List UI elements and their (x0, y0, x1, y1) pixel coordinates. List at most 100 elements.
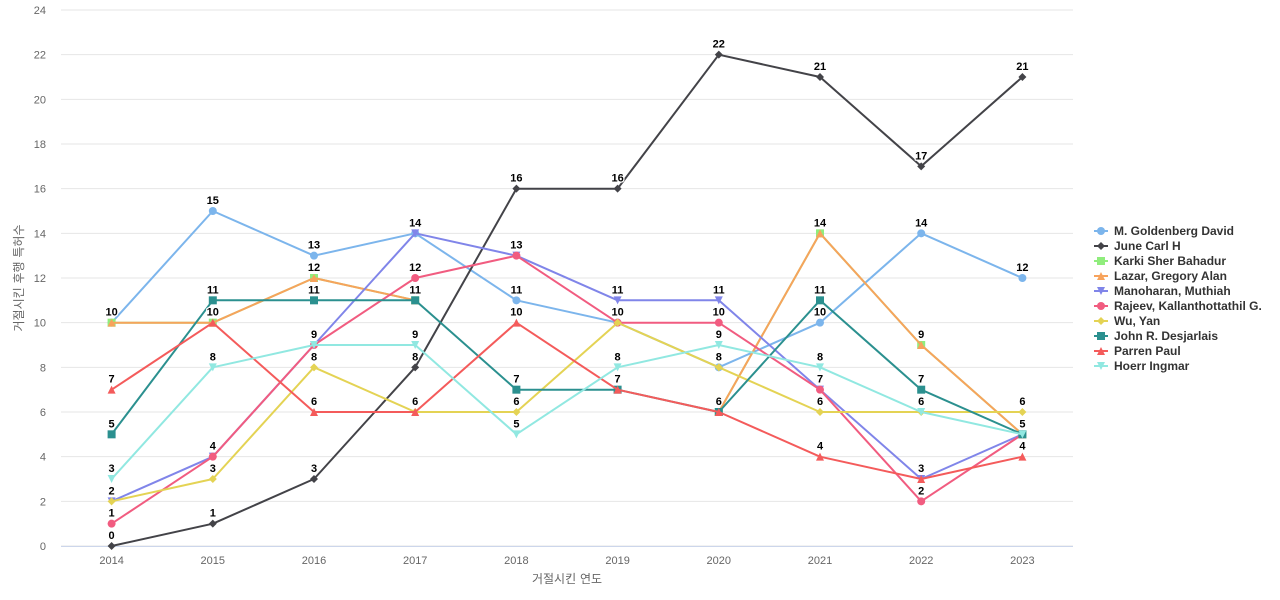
data-point[interactable] (107, 475, 116, 483)
data-point[interactable] (816, 452, 824, 461)
data-point[interactable] (107, 542, 116, 550)
data-point[interactable] (917, 497, 926, 506)
data-label: 6 (817, 396, 823, 408)
data-point[interactable] (208, 296, 217, 305)
data-point[interactable] (310, 408, 318, 416)
data-point[interactable] (310, 296, 318, 305)
legend-symbol[interactable] (1097, 362, 1105, 370)
data-point[interactable] (411, 341, 420, 349)
data-point[interactable] (208, 519, 217, 528)
data-point[interactable] (613, 363, 622, 372)
data-label: 14 (814, 217, 827, 229)
data-point[interactable] (917, 408, 926, 416)
series-line[interactable] (110, 254, 1024, 525)
legend-item[interactable]: M. Goldenberg David (1094, 224, 1234, 238)
data-point[interactable] (917, 229, 926, 238)
data-point[interactable] (1018, 274, 1027, 282)
data-point[interactable] (714, 341, 723, 349)
legend-item[interactable]: Parren Paul (1094, 344, 1181, 358)
data-point[interactable] (107, 430, 116, 439)
data-point[interactable] (411, 408, 420, 416)
data-point[interactable] (411, 274, 420, 282)
data-point[interactable] (816, 229, 824, 238)
data-point[interactable] (107, 318, 116, 327)
data-point[interactable] (411, 229, 420, 238)
data-point[interactable] (512, 296, 521, 305)
data-point[interactable] (1018, 408, 1027, 416)
x-axis-title: 거절시킨 연도 (532, 572, 602, 586)
data-point[interactable] (917, 341, 926, 349)
legend-item[interactable]: John R. Desjarlais (1094, 329, 1218, 343)
legend-symbol[interactable] (1097, 257, 1105, 265)
data-point[interactable] (816, 408, 824, 416)
legend-symbol[interactable] (1097, 242, 1105, 250)
data-point[interactable] (411, 296, 420, 305)
data-point[interactable] (816, 363, 824, 372)
data-point[interactable] (310, 363, 318, 372)
series-lazar-gregory-alan (107, 229, 1027, 439)
series-line[interactable] (110, 210, 1024, 369)
data-point[interactable] (512, 385, 521, 394)
data-point[interactable] (512, 318, 521, 327)
data-point[interactable] (208, 363, 217, 372)
data-point[interactable] (208, 475, 217, 483)
data-point[interactable] (1018, 452, 1027, 461)
data-point[interactable] (714, 363, 723, 372)
data-point[interactable] (310, 475, 318, 483)
series-line[interactable] (110, 53, 1024, 547)
data-point[interactable] (208, 452, 217, 461)
data-point[interactable] (917, 162, 926, 171)
data-point[interactable] (613, 296, 622, 305)
data-point[interactable] (613, 385, 622, 394)
legend-item[interactable]: Lazar, Gregory Alan (1094, 269, 1227, 283)
legend-item[interactable]: Karki Sher Bahadur (1094, 254, 1226, 268)
data-label: 5 (1019, 418, 1025, 430)
legend-symbol[interactable] (1097, 317, 1105, 325)
data-point[interactable] (714, 408, 723, 416)
data-point[interactable] (917, 385, 926, 394)
legend-item[interactable]: Wu, Yan (1094, 314, 1160, 328)
data-point[interactable] (411, 363, 420, 372)
data-point[interactable] (208, 207, 217, 215)
data-point[interactable] (816, 73, 824, 81)
data-point[interactable] (512, 408, 521, 416)
data-label: 10 (814, 307, 826, 319)
data-point[interactable] (208, 318, 217, 327)
data-point[interactable] (310, 251, 318, 260)
legend-symbol[interactable] (1097, 227, 1105, 235)
data-point[interactable] (613, 184, 622, 193)
data-point[interactable] (714, 296, 723, 305)
legend-item[interactable]: Manoharan, Muthiah (1094, 284, 1231, 298)
data-point[interactable] (107, 385, 116, 394)
data-point[interactable] (107, 519, 116, 528)
legend-symbol[interactable] (1097, 272, 1105, 280)
series-line[interactable] (110, 321, 1024, 503)
data-point[interactable] (1018, 430, 1027, 439)
legend-symbol[interactable] (1097, 287, 1105, 295)
series-line[interactable] (110, 344, 1024, 480)
data-point[interactable] (613, 318, 622, 327)
data-point[interactable] (714, 318, 723, 327)
data-point[interactable] (310, 341, 318, 349)
data-point[interactable] (917, 475, 926, 483)
data-point[interactable] (512, 430, 521, 439)
legend-item[interactable]: Rajeev, Kallanthottathil G. (1094, 299, 1262, 313)
legend-symbol[interactable] (1097, 302, 1105, 310)
series-line[interactable] (110, 299, 1024, 436)
data-point[interactable] (1018, 73, 1027, 81)
data-point[interactable] (512, 251, 521, 260)
data-point[interactable] (310, 274, 318, 282)
data-point[interactable] (512, 184, 521, 193)
data-point[interactable] (714, 50, 723, 59)
data-point[interactable] (816, 318, 824, 327)
data-point[interactable] (816, 296, 824, 305)
y-tick-label: 0 (40, 541, 46, 553)
data-label: 15 (207, 195, 219, 207)
legend-item[interactable]: June Carl H (1094, 239, 1181, 253)
data-point[interactable] (107, 497, 116, 506)
data-point[interactable] (816, 385, 824, 394)
series-line[interactable] (110, 321, 1024, 480)
legend-symbol[interactable] (1097, 347, 1105, 355)
legend-symbol[interactable] (1097, 332, 1105, 340)
legend-item[interactable]: Hoerr Ingmar (1094, 359, 1190, 373)
